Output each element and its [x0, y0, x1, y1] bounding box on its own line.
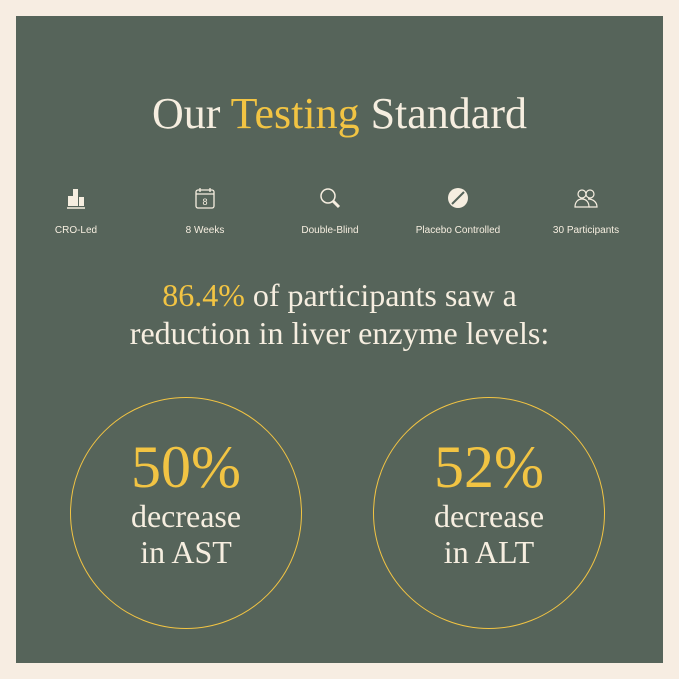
headline-highlight: 86.4% — [162, 277, 245, 313]
magnifier-icon — [320, 188, 341, 209]
headline-text: of participants saw a — [244, 277, 517, 313]
feature-label: Double-Blind — [301, 225, 359, 236]
people-icon — [574, 189, 598, 208]
calendar-icon: 8 — [195, 188, 215, 209]
building-icon — [67, 189, 85, 209]
pill-icon — [448, 188, 468, 208]
feature-cro-led: CRO-Led — [16, 186, 136, 237]
feature-label: 30 Participants — [552, 225, 620, 236]
feature-participants: 30 Participants — [526, 186, 646, 237]
svg-text:8: 8 — [202, 197, 207, 207]
stat-label: decrease — [433, 498, 545, 534]
page-title: Our Testing Standard — [0, 88, 679, 139]
stat-circle-alt: 52% decrease in ALT — [373, 397, 605, 629]
feature-label: Placebo Controlled — [415, 225, 501, 236]
stat-value: 50% — [131, 434, 241, 500]
title-text: Standard — [359, 89, 527, 138]
stat-value: 52% — [434, 434, 544, 500]
feature-double-blind: Double-Blind — [270, 186, 390, 237]
feature-label: CRO-Led — [54, 225, 98, 236]
feature-placebo-controlled: Placebo Controlled — [398, 186, 518, 237]
stat-circle-ast: 50% decrease in AST — [70, 397, 302, 629]
stat-label: decrease — [130, 498, 242, 534]
title-highlight: Testing — [230, 89, 360, 138]
feature-label: 8 Weeks — [185, 225, 225, 236]
headline: 86.4% of participants saw a reduction in… — [0, 276, 679, 352]
stat-label: in AST — [140, 534, 232, 570]
stat-label: in ALT — [443, 534, 535, 570]
feature-8-weeks: 8 8 Weeks — [145, 186, 265, 237]
headline-text: reduction in liver enzyme levels: — [129, 315, 550, 351]
title-text: Our — [152, 89, 231, 138]
